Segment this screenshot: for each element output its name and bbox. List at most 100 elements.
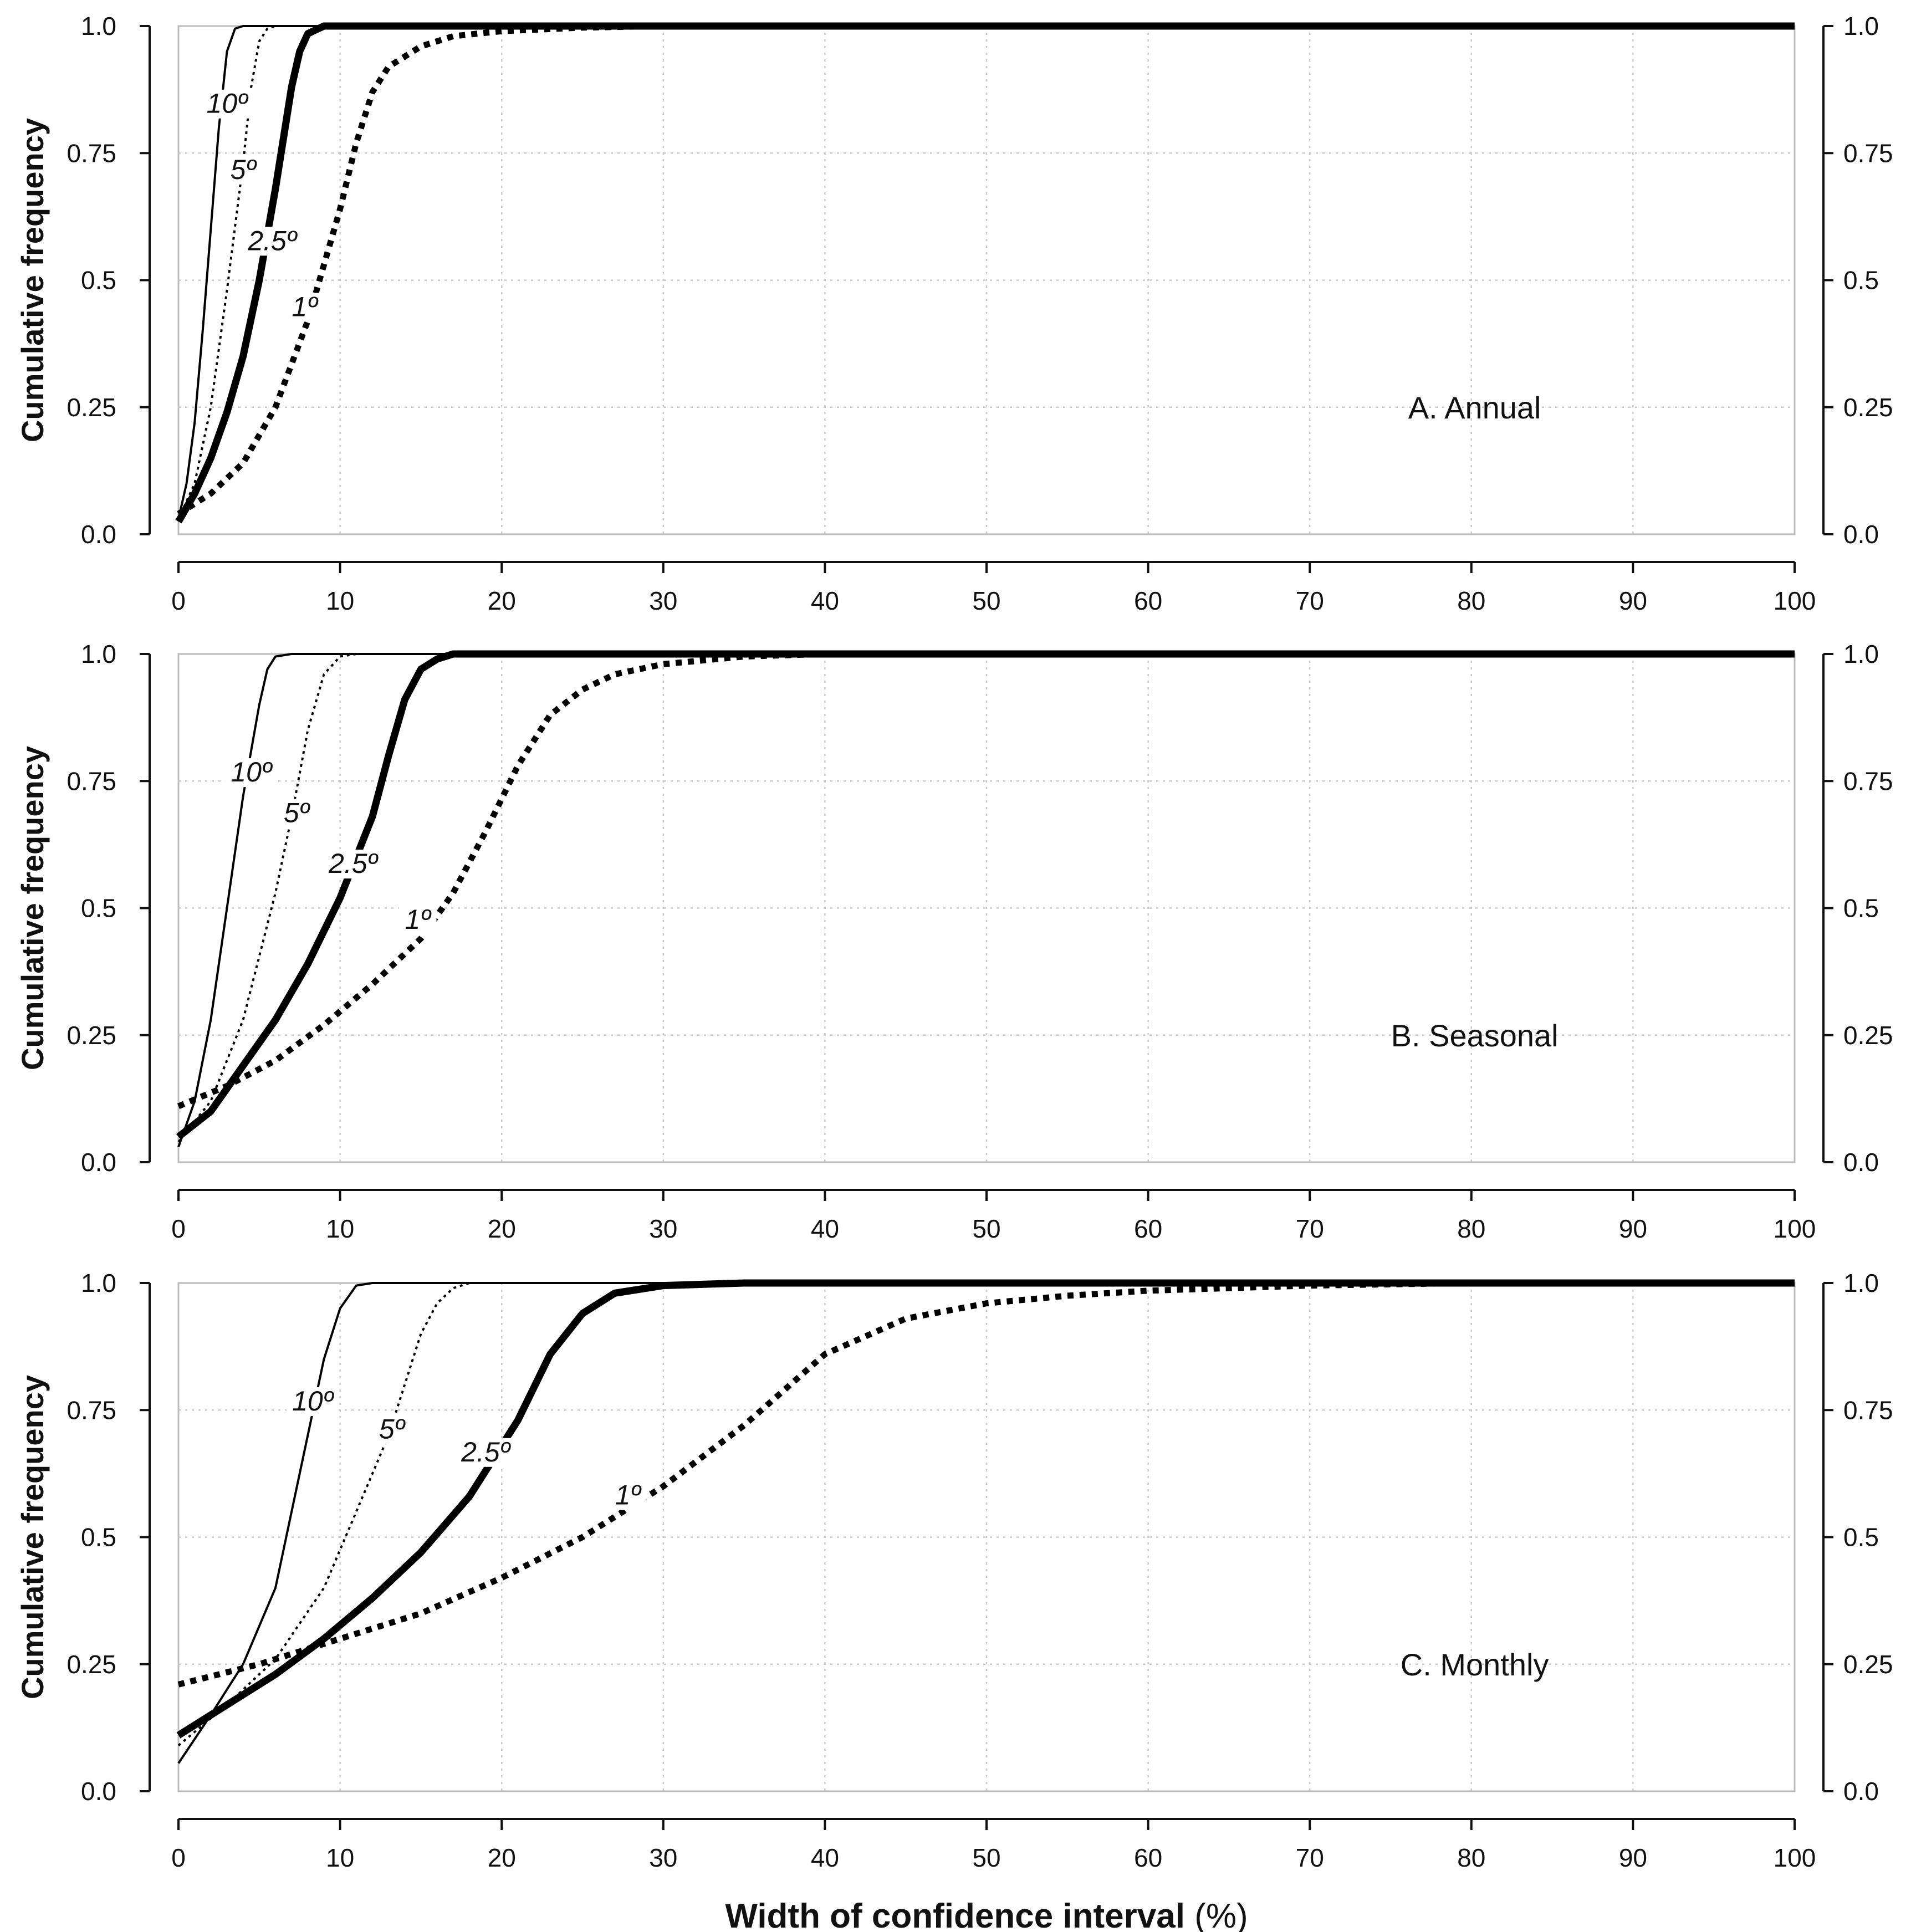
series-line-5-deg — [177, 25, 1795, 520]
series-line-5-deg — [177, 1282, 1795, 1747]
left-y-tick-label: 0.5 — [81, 1523, 116, 1552]
x-tick-label: 70 — [1296, 586, 1324, 615]
series-line-10-deg — [177, 25, 1795, 519]
left-y-tick-label: 0.75 — [67, 766, 116, 795]
x-tick-label: 60 — [1134, 586, 1162, 615]
series-label: 1º — [615, 1480, 642, 1511]
x-axis-title: Width of confidence interval (%) — [725, 1897, 1248, 1932]
left-y-tick-label: 0.25 — [67, 1650, 116, 1679]
x-tick-label: 10 — [326, 586, 354, 615]
right-y-tick-label: 1.0 — [1843, 640, 1879, 668]
y-axis-title: Cumulative frequency — [15, 746, 50, 1070]
x-tick-label: 80 — [1457, 1843, 1485, 1872]
series-line-5-deg — [177, 653, 1795, 1143]
x-tick-label: 20 — [488, 1843, 516, 1872]
left-y-tick-label: 0.5 — [81, 266, 116, 295]
series-label-backing — [239, 227, 306, 256]
series-line-2-5-deg — [176, 650, 1795, 1140]
right-y-tick-label: 1.0 — [1843, 12, 1879, 40]
series-line-1-deg — [177, 1280, 1795, 1688]
x-tick-label: 30 — [649, 1843, 677, 1872]
left-y-tick-label: 0.75 — [67, 1396, 116, 1424]
series-label-backing — [398, 906, 437, 935]
x-axis-title-unit: (%) — [1194, 1897, 1248, 1932]
x-tick-label: 60 — [1134, 1843, 1162, 1872]
x-tick-label: 10 — [326, 1214, 354, 1243]
series-line-10-deg — [177, 1282, 1795, 1764]
x-tick-label: 30 — [649, 586, 677, 615]
series-label-backing — [224, 155, 262, 185]
series-label: 5º — [284, 797, 311, 828]
chart-panel-1: 0.0 0.25 0.5 0.75 1.0 0.0 0.25 0.5 0.75 1.0 Cumula… — [15, 12, 1893, 615]
x-tick-label: 90 — [1619, 1214, 1647, 1243]
chart-panel-3: 0.0 0.25 0.5 0.75 1.0 0.0 0.25 0.5 0.75 1.0 Cumula… — [15, 1269, 1893, 1932]
right-y-tick-label: 0.0 — [1843, 1148, 1879, 1177]
series-line-10-deg — [177, 653, 1795, 1148]
right-y-tick-label: 0.5 — [1843, 266, 1879, 295]
right-y-tick-label: 0.75 — [1843, 139, 1893, 167]
left-y-tick-label: 0.25 — [67, 1021, 116, 1050]
x-tick-label: 70 — [1296, 1843, 1324, 1872]
x-tick-label: 10 — [326, 1843, 354, 1872]
series-label-backing — [452, 1438, 519, 1467]
right-y-tick-label: 1.0 — [1843, 1269, 1879, 1297]
x-tick-label: 100 — [1774, 586, 1816, 615]
x-tick-label: 70 — [1296, 1214, 1324, 1243]
series-label-backing — [201, 89, 253, 119]
x-tick-label: 30 — [649, 1214, 677, 1243]
series-label-backing — [287, 1387, 339, 1417]
left-y-tick-label: 0.0 — [81, 520, 116, 549]
left-y-tick-label: 1.0 — [81, 640, 116, 668]
y-axis-title: Cumulative frequency — [15, 1375, 50, 1699]
series-label-backing — [372, 1415, 411, 1444]
x-axis-title-main: Width of confidence interval — [725, 1897, 1194, 1932]
series-label-backing — [277, 799, 315, 828]
x-tick-label: 40 — [811, 1214, 839, 1243]
series-line-1-deg — [177, 651, 1795, 1110]
series-label: 5º — [379, 1414, 406, 1445]
series-label: 2.5º — [461, 1437, 512, 1468]
x-tick-label: 90 — [1619, 586, 1647, 615]
x-tick-label: 100 — [1774, 1843, 1816, 1872]
left-y-tick-label: 0.0 — [81, 1777, 116, 1806]
left-y-tick-label: 0.25 — [67, 393, 116, 422]
right-y-tick-label: 0.25 — [1843, 393, 1893, 422]
right-y-tick-label: 0.0 — [1843, 520, 1879, 549]
left-y-tick-label: 0.0 — [81, 1148, 116, 1177]
series-line-1-deg — [177, 23, 1795, 517]
series-label: 10º — [292, 1386, 335, 1417]
series-label: 1º — [292, 292, 319, 323]
x-tick-label: 50 — [972, 1214, 1000, 1243]
right-y-tick-label: 0.0 — [1843, 1777, 1879, 1806]
series-label-backing — [225, 758, 278, 788]
x-tick-label: 40 — [811, 1843, 839, 1872]
series-label-backing — [609, 1481, 647, 1510]
series-label: 5º — [231, 154, 258, 185]
panel-label: A. Annual — [1408, 390, 1541, 425]
left-y-tick-label: 1.0 — [81, 12, 116, 40]
x-tick-label: 60 — [1134, 1214, 1162, 1243]
x-tick-label: 80 — [1457, 586, 1485, 615]
series-label: 10º — [231, 757, 273, 788]
right-y-tick-label: 0.5 — [1843, 894, 1879, 923]
x-tick-label: 80 — [1457, 1214, 1485, 1243]
series-label: 2.5º — [328, 848, 379, 879]
panel-label: C. Monthly — [1401, 1647, 1549, 1682]
right-y-tick-label: 0.5 — [1843, 1523, 1879, 1552]
chart-panel-2: 0.0 0.25 0.5 0.75 1.0 0.0 0.25 0.5 0.75 1.0 Cumula… — [15, 640, 1893, 1243]
x-tick-label: 0 — [171, 1843, 186, 1872]
series-label: 1º — [405, 904, 432, 935]
x-tick-label: 100 — [1774, 1214, 1816, 1243]
right-y-tick-label: 0.25 — [1843, 1021, 1893, 1050]
series-label-backing — [285, 293, 324, 322]
left-y-tick-label: 0.5 — [81, 894, 116, 923]
left-y-tick-label: 0.75 — [67, 139, 116, 167]
series-label: 2.5º — [247, 225, 298, 256]
x-tick-label: 50 — [972, 1843, 1000, 1872]
x-tick-label: 40 — [811, 586, 839, 615]
x-tick-label: 20 — [488, 1214, 516, 1243]
panel-label: B. Seasonal — [1391, 1018, 1559, 1053]
right-y-tick-label: 0.75 — [1843, 1396, 1893, 1424]
x-tick-label: 0 — [171, 1214, 186, 1243]
